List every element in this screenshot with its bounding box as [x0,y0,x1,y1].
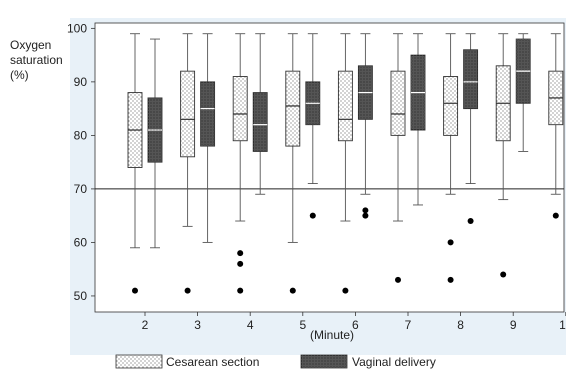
box-group-cesarean-8 [443,33,459,283]
outlier-point [395,276,401,283]
x-tick-label: 9 [510,318,517,332]
box [443,76,459,136]
outlier-point [447,276,454,283]
box [463,49,479,110]
outlier-point [342,287,349,294]
x-tick-label: 8 [457,318,464,332]
outlier-point [237,250,244,257]
box-group-cesarean-7 [390,33,406,283]
y-axis-label-line-1: Oxygen [10,38,51,52]
y-axis-label-line-3: (%) [10,68,29,82]
outlier-point [184,287,191,294]
box [390,70,406,136]
y-tick-label: 50 [74,289,88,303]
box-group-vaginal-7 [410,33,426,206]
x-tick-label: 10 [559,318,566,332]
y-tick-label: 80 [74,128,88,142]
box [232,76,248,142]
box-group-cesarean-2 [127,33,143,294]
y-tick-label: 100 [67,21,87,35]
box-group-vaginal-3 [200,33,216,243]
plot-area [94,22,565,313]
outlier-point [237,287,244,294]
x-tick-label: 2 [142,318,149,332]
y-tick-label: 70 [74,182,88,196]
outlier-point [447,239,454,246]
box-group-cesarean-9 [495,33,511,278]
outlier-point [132,287,138,294]
x-tick-label: 3 [194,318,201,332]
y-tick-label: 90 [74,75,88,89]
outlier-point [500,271,507,278]
box [252,92,268,152]
box [285,70,301,147]
outlier-point [309,212,316,219]
box-group-vaginal-8 [463,33,479,225]
box-group-cesarean-6 [337,33,353,294]
legend-swatch-vaginal [300,354,348,369]
box-group-vaginal-2 [147,38,163,249]
legend-label-vaginal: Vaginal delivery [352,355,436,369]
x-tick-label: 7 [405,318,412,332]
outlier-point [362,207,369,214]
box-group-vaginal-4 [252,33,268,195]
y-axis-ticks: 50 60 70 80 90 100 [67,21,95,303]
box-group-vaginal-9 [515,33,531,152]
box [200,81,216,147]
box-group-cesarean-4 [232,33,248,294]
legend-label-cesarean: Cesarean section [166,355,259,369]
x-tick-label: 4 [247,318,254,332]
legend: Cesarean section Vaginal delivery [115,354,436,369]
outlier-point [467,218,474,225]
y-axis-label-line-2: saturation [10,53,63,67]
boxes-layer [127,33,564,294]
x-tick-label: 6 [352,318,359,332]
x-axis-ticks: 2 3 4 5 6 7 8 9 10 [142,312,566,332]
x-tick-label: 5 [299,318,306,332]
box-group-cesarean-3 [180,33,196,294]
box-group-vaginal-5 [305,33,321,219]
box-group-cesarean-5 [285,33,301,294]
outlier-point [362,212,369,219]
outlier-point [552,212,559,219]
legend-swatch-cesarean [115,354,163,369]
outlier-point [237,260,244,267]
y-tick-label: 60 [74,235,88,249]
x-axis-label: (Minute) [310,328,354,342]
box-group-vaginal-6 [357,33,373,219]
box [337,70,353,142]
outlier-point [289,287,296,294]
box-group-cesarean-10 [548,33,564,219]
box [180,70,196,158]
